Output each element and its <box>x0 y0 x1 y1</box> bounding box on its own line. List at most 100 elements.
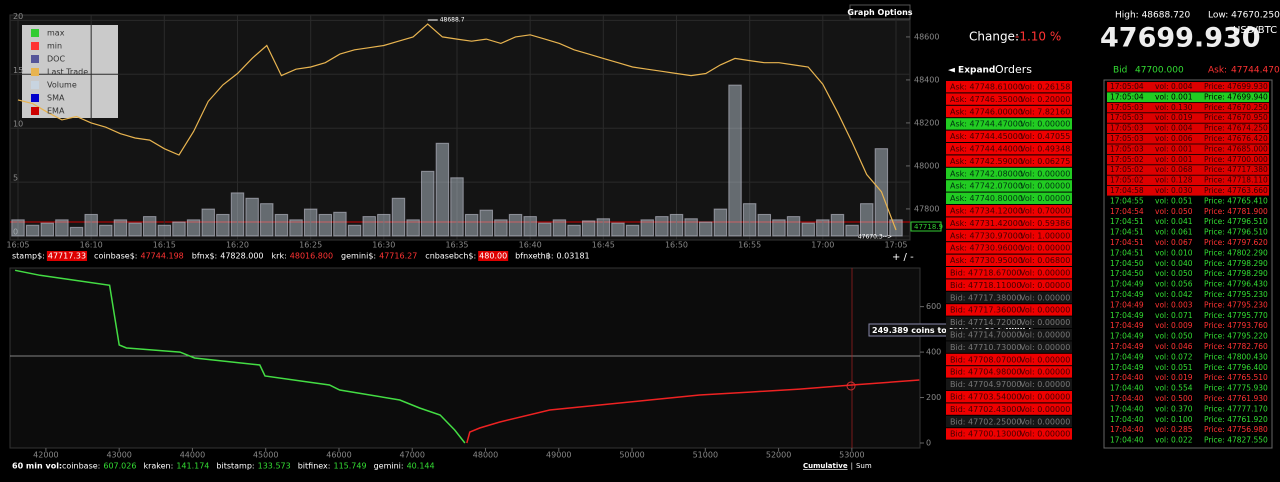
volume-bar <box>260 203 274 237</box>
low: Low: 47670.250 <box>1208 11 1280 21</box>
trade-time: 17:05:03 <box>1110 113 1144 122</box>
order-price: Bid: 47704.97000 <box>950 380 1021 389</box>
vol60-label: gemini: <box>374 462 404 471</box>
trade-vol: vol: 0.046 <box>1155 342 1193 351</box>
order-vol: Vol: 0.00000 <box>1020 306 1070 315</box>
order-price: Bid: 47708.07000 <box>950 355 1021 364</box>
trade-time: 17:05:02 <box>1110 155 1144 164</box>
legend-swatch <box>31 29 39 37</box>
volume-bar <box>845 224 859 237</box>
exchange-value: 0.03181 <box>557 252 590 261</box>
ask-label: Ask: <box>1208 66 1227 76</box>
order-row <box>946 143 1072 155</box>
exchange-label: gemini$: <box>341 252 376 261</box>
volume-bar <box>318 213 333 237</box>
volume-bar <box>84 213 98 237</box>
order-vol: Vol: 0.00000 <box>1020 393 1070 402</box>
trade-time: 17:04:49 <box>1110 342 1144 351</box>
y-tick-label: 400 <box>926 348 941 357</box>
vol60-value: 133.573 <box>258 462 291 471</box>
order-price: Bid: 47714.72000 <box>950 318 1021 327</box>
volume-bar <box>611 222 625 237</box>
volume-bar <box>830 213 845 237</box>
volume-bar <box>567 224 581 237</box>
trade-time: 17:05:03 <box>1110 124 1144 133</box>
y2-tick-label: 48400 <box>914 75 939 84</box>
x-tick-label: 52000 <box>766 451 791 460</box>
mode-option[interactable]: Sum <box>856 462 872 470</box>
y2-tick-label: 47800 <box>914 204 939 213</box>
y-tick-label: 5 <box>13 174 18 183</box>
order-row <box>946 254 1072 266</box>
vol60-value: 40.144 <box>407 462 435 471</box>
x-tick-label: 16:55 <box>738 241 761 250</box>
price-panel <box>9 14 911 241</box>
trade-price: Price: 47782.760 <box>1204 342 1268 351</box>
order-price: Bid: 47700.13000 <box>950 430 1021 439</box>
exchange-value: 48016.800 <box>290 252 333 261</box>
volume-bar <box>552 219 567 237</box>
trade-price: Price: 47775.930 <box>1204 384 1268 393</box>
x-tick-label: 51000 <box>693 451 718 460</box>
bid-label: Bid <box>1113 66 1127 76</box>
ask-value: 47744.470 <box>1231 66 1280 76</box>
order-price: Ask: 47730.95000 <box>950 256 1023 265</box>
exchange-highlight <box>46 251 88 261</box>
trade-time: 17:05:03 <box>1110 144 1144 153</box>
legend-label: max <box>47 29 65 38</box>
x-tick-label: 44000 <box>180 451 205 460</box>
order-row <box>946 180 1072 192</box>
volume-bar <box>786 216 801 237</box>
trade-price: Price: 47796.430 <box>1204 280 1268 289</box>
order-vol: Vol: 0.00000 <box>1020 269 1070 278</box>
expand-button[interactable]: ◄ Expand <box>948 66 995 76</box>
trade-price: Price: 47761.920 <box>1204 415 1268 424</box>
trade-vol: vol: 0.050 <box>1155 332 1193 341</box>
exchange-value: 47716.27 <box>379 252 417 261</box>
order-price: Ask: 47744.45000 <box>950 132 1023 141</box>
legend-swatch <box>31 81 39 89</box>
order-vol: Vol: 0.00000 <box>1020 293 1070 302</box>
mode-option[interactable]: Cumulative <box>803 462 848 470</box>
order-vol: Vol: 0.00000 <box>1020 417 1070 426</box>
trade-vol: vol: 0.050 <box>1155 207 1193 216</box>
x-tick-label: 47000 <box>400 451 425 460</box>
volume-bar <box>625 224 640 237</box>
trade-price: Price: 47761.930 <box>1204 394 1268 403</box>
order-vol: Vol: 0.49348 <box>1020 145 1070 154</box>
volume-bar <box>245 197 259 237</box>
trade-vol: vol: 0.067 <box>1155 238 1193 247</box>
change-value: -1.10 % <box>1015 30 1061 44</box>
trade-vol: vol: 0.051 <box>1155 363 1193 372</box>
trade-price: Price: 47765.510 <box>1204 373 1268 382</box>
order-vol: Vol: 0.06800 <box>1020 256 1070 265</box>
trade-price: Price: 47796.400 <box>1204 363 1268 372</box>
trade-price: Price: 47802.290 <box>1204 248 1268 257</box>
graph-options-label[interactable]: Graph Options <box>847 8 912 17</box>
order-row <box>946 130 1072 142</box>
volume-bar <box>640 219 654 237</box>
volume-bar <box>860 203 874 237</box>
trade-vol: vol: 0.042 <box>1155 290 1193 299</box>
trade-vol: vol: 0.071 <box>1155 311 1193 320</box>
volume-bar <box>216 213 230 237</box>
exchange-label: coinbase$: <box>94 252 137 261</box>
trade-time: 17:04:49 <box>1110 321 1144 330</box>
y2-tick-label: 48000 <box>914 161 939 170</box>
vol60-value: 141.174 <box>176 462 209 471</box>
trade-time: 17:04:40 <box>1110 394 1144 403</box>
legend-swatch <box>31 42 39 50</box>
high: High: 48688.720 <box>1115 11 1191 21</box>
trade-vol: vol: 0.004 <box>1155 82 1193 91</box>
zoom-control[interactable]: + / - <box>892 252 914 263</box>
trade-time: 17:04:50 <box>1110 259 1144 268</box>
trade-time: 17:04:51 <box>1110 238 1144 247</box>
trade-price: Price: 47798.290 <box>1204 259 1268 268</box>
x-tick-label: 16:30 <box>372 241 395 250</box>
graph-options-button[interactable] <box>849 4 911 20</box>
order-price: Ask: 47744.47000 <box>950 120 1023 129</box>
trade-price: Price: 47800.430 <box>1204 352 1268 361</box>
order-row <box>946 192 1072 204</box>
trade-time: 17:04:40 <box>1110 384 1144 393</box>
volume-bar <box>347 224 362 237</box>
